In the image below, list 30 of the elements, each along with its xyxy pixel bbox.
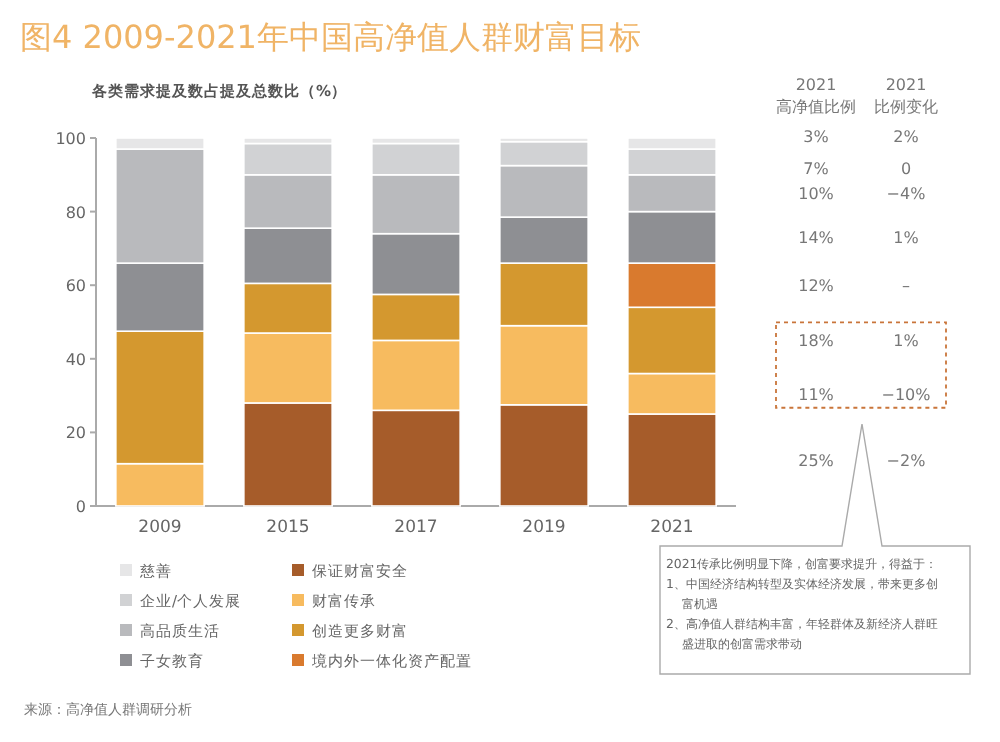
text: 3% <box>803 127 830 146</box>
y-tick-label: 80 <box>65 203 86 222</box>
text: −10% <box>881 385 932 404</box>
y-tick-label: 60 <box>65 277 86 296</box>
text: – <box>902 277 910 296</box>
text: 25% <box>798 452 835 470</box>
y-tick-label: 100 <box>55 130 86 148</box>
text: 14% <box>798 229 835 248</box>
text: 12% <box>798 277 835 296</box>
x-tick-label: 2019 <box>522 518 566 538</box>
text: −4% <box>886 185 927 204</box>
text: 0 <box>900 159 912 178</box>
x-tick-label: 2015 <box>266 518 310 538</box>
y-tick-label: 40 <box>65 350 86 369</box>
chart-title: 图4 2009-2021年中国高净值人群财富目标 <box>20 18 641 56</box>
text: 11% <box>798 385 835 404</box>
y-tick-label: 20 <box>65 424 86 443</box>
text: 10% <box>798 185 835 204</box>
text: 18% <box>798 332 835 351</box>
text: 7% <box>803 159 830 178</box>
x-tick-label: 2009 <box>138 518 182 538</box>
text: 2021 高净值比例 <box>776 76 856 116</box>
y-tick-label: 0 <box>75 498 86 516</box>
x-tick-label: 2017 <box>394 518 438 538</box>
text: −2% <box>886 452 927 470</box>
text: 1% <box>893 332 920 351</box>
text: 1% <box>893 229 920 248</box>
text: 2% <box>893 127 920 146</box>
text: 2021 比例变化 <box>874 76 938 116</box>
x-tick-label: 2021 <box>650 518 694 538</box>
